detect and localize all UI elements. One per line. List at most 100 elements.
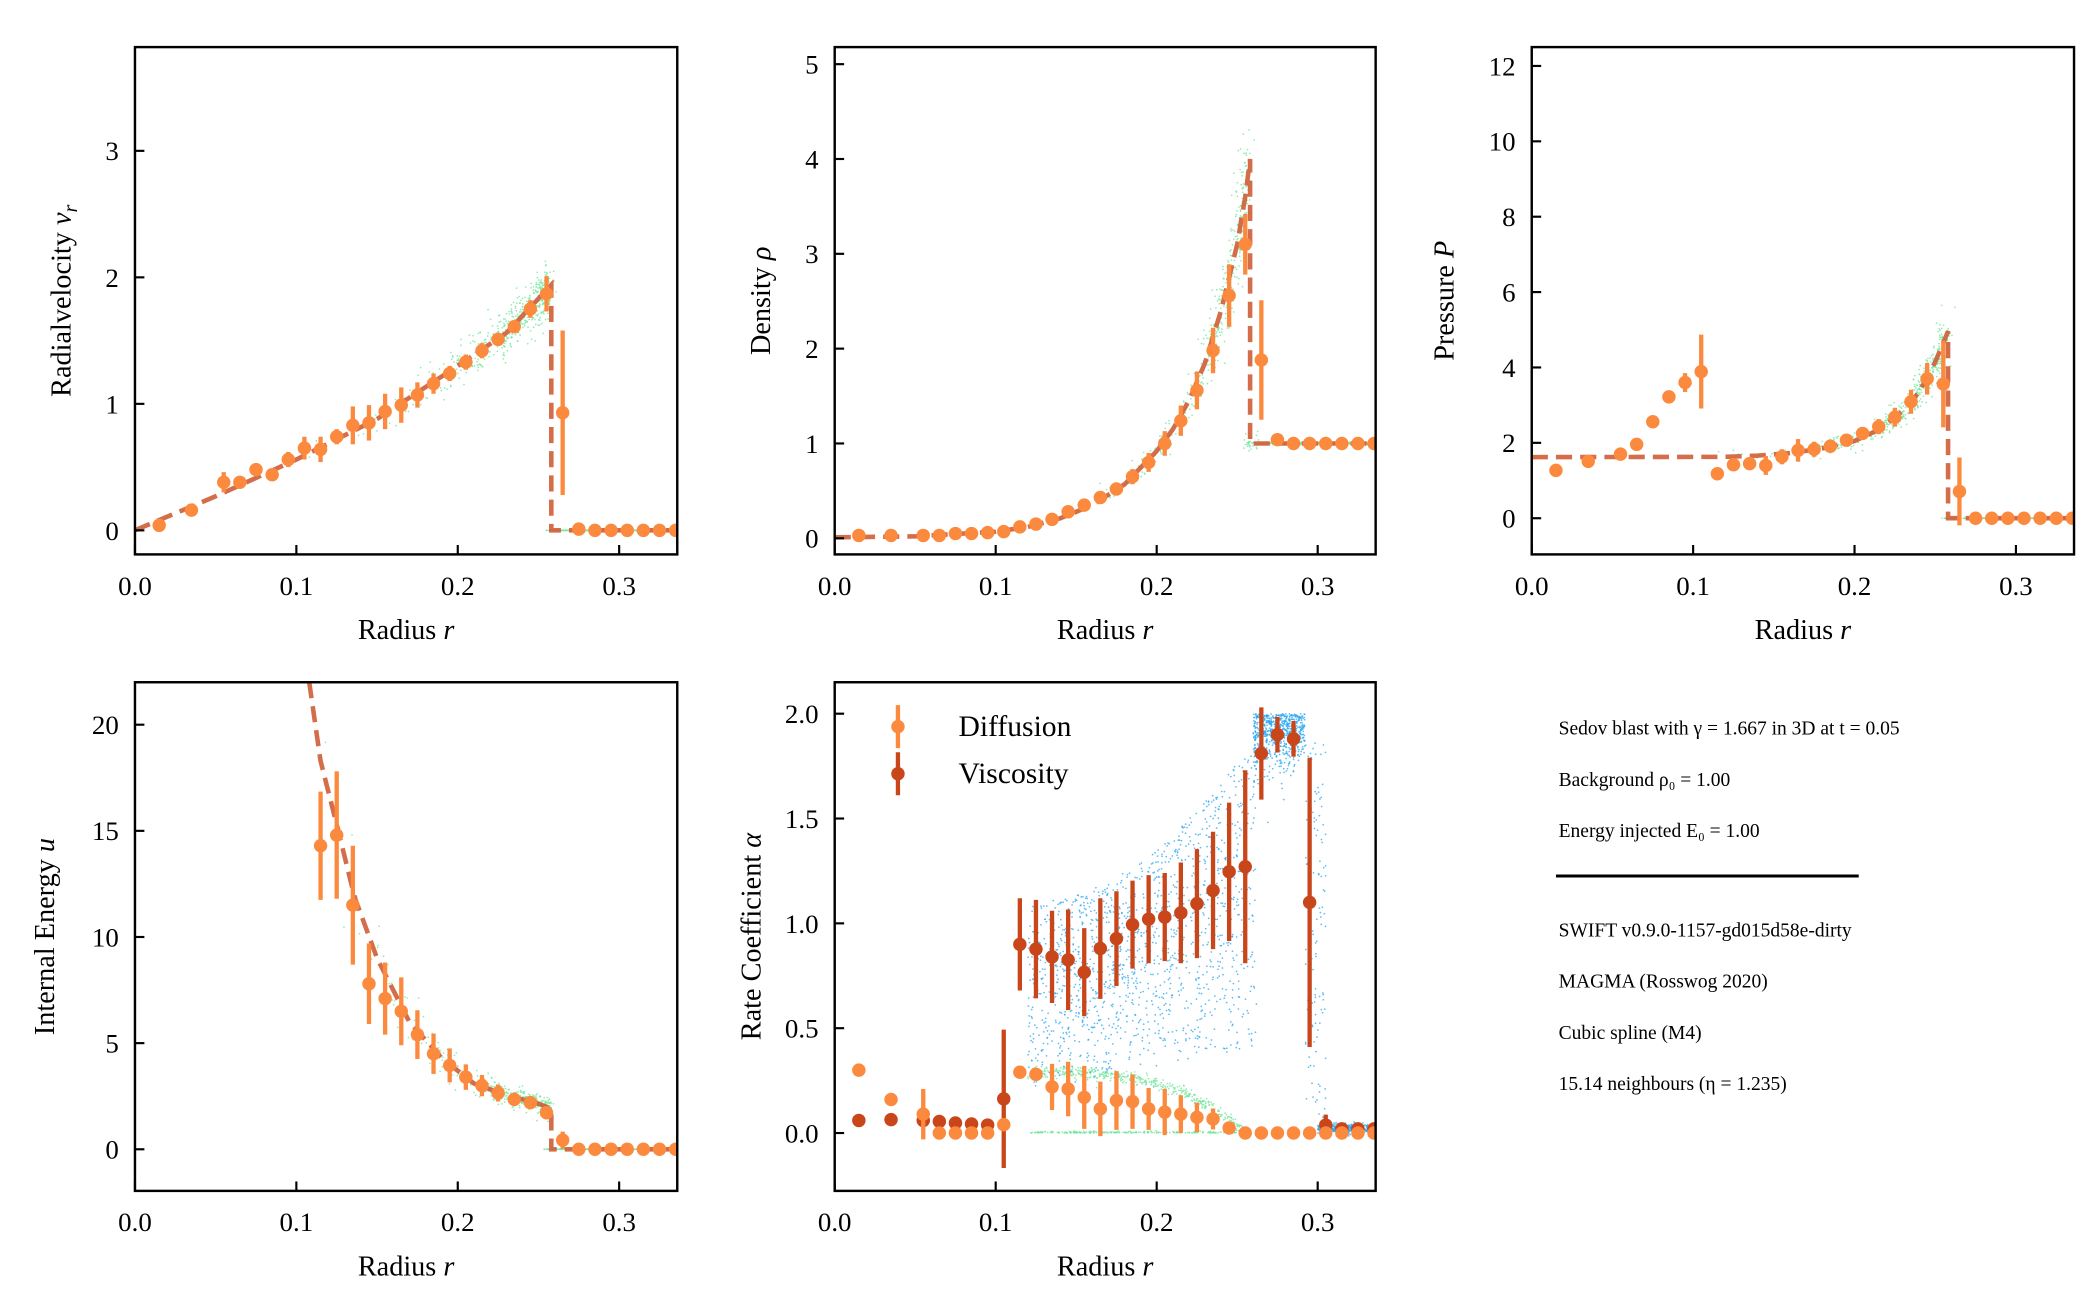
particle-point	[1242, 171, 1245, 173]
x-tick-label: 0.0	[118, 1207, 152, 1237]
particle-point	[1917, 380, 1920, 382]
particle-point	[513, 1109, 515, 1112]
particle-point	[1112, 495, 1115, 497]
particle-point	[1933, 345, 1936, 348]
particle-point	[446, 388, 449, 391]
particle-point	[540, 1100, 543, 1103]
particle-point	[545, 529, 548, 532]
particle-point	[2030, 517, 2033, 520]
particle-point	[374, 414, 377, 416]
particle-point	[1135, 1131, 1138, 1134]
particle-point	[503, 1101, 506, 1103]
data-point	[1286, 436, 1301, 451]
particle-point	[1936, 367, 1939, 370]
particle-point	[1886, 423, 1889, 426]
particle-point	[1162, 1084, 1165, 1086]
particle-point	[1167, 978, 1170, 981]
particle-point	[526, 316, 529, 319]
particle-point	[1060, 954, 1062, 957]
particle-point	[1044, 1067, 1046, 1070]
particle-point	[1214, 295, 1216, 298]
particle-point	[1149, 450, 1152, 452]
particle-point	[506, 349, 509, 352]
particle-point	[1236, 821, 1239, 823]
x-tick-label: 0.3	[602, 1207, 636, 1237]
particle-point	[502, 318, 505, 320]
particle-point	[539, 287, 542, 290]
particle-point	[511, 333, 514, 335]
particle-point	[480, 363, 482, 366]
particle-point	[1205, 821, 1208, 823]
particle-point	[1185, 1000, 1188, 1003]
particle-point	[1058, 1022, 1060, 1025]
particle-point	[1215, 288, 1218, 291]
particle-point	[1234, 215, 1237, 218]
data-point	[459, 355, 473, 369]
particle-point	[1885, 421, 1888, 424]
particle-point	[413, 1019, 416, 1022]
particle-point	[1123, 915, 1126, 917]
particle-point	[1195, 1098, 1198, 1100]
data-point	[572, 1142, 586, 1157]
data-point	[1936, 377, 1951, 391]
particle-point	[1142, 1081, 1145, 1084]
particle-point	[1886, 429, 1888, 431]
particle-point	[498, 1082, 500, 1085]
data-point	[281, 452, 296, 467]
data-point	[2001, 511, 2015, 525]
data-point	[1013, 520, 1027, 534]
particle-point	[1941, 336, 1944, 339]
particle-point	[1034, 1085, 1037, 1087]
particle-point	[1930, 354, 1933, 357]
particle-point	[409, 389, 411, 392]
x-axis-label: Radius r	[358, 1252, 456, 1283]
particle-point	[1216, 335, 1219, 338]
data-point	[1109, 482, 1124, 496]
particle-point	[1124, 1076, 1126, 1079]
particle-point	[521, 323, 524, 325]
particle-point	[1046, 1131, 1049, 1134]
particle-point	[1164, 422, 1167, 424]
particle-point	[453, 360, 455, 363]
data-point	[588, 523, 602, 538]
particle-point	[1090, 1068, 1093, 1071]
particle-point	[1164, 970, 1166, 973]
data-point	[1855, 426, 1870, 441]
particle-point	[1080, 1073, 1082, 1076]
particle-point	[523, 323, 526, 325]
particle-point	[1241, 191, 1244, 194]
particle-point	[1925, 359, 1927, 361]
particle-point	[1231, 933, 1234, 936]
data-point	[1093, 490, 1108, 505]
particle-point	[1203, 329, 1205, 331]
particle-point	[492, 353, 495, 356]
particle-point	[1158, 1089, 1160, 1092]
particle-point	[1091, 1070, 1093, 1073]
particle-point	[1030, 1132, 1033, 1134]
data-point	[668, 523, 678, 538]
particle-point	[1850, 448, 1852, 451]
particle-point	[1093, 1071, 1095, 1073]
particle-point	[1230, 194, 1233, 197]
particle-point	[497, 327, 500, 330]
particle-point	[388, 422, 391, 425]
particle-point	[1204, 1101, 1207, 1103]
particle-point	[1239, 148, 1242, 150]
particle-point	[498, 321, 500, 323]
particle-point	[1171, 1093, 1173, 1096]
particle-point	[1168, 977, 1171, 980]
particle-point	[503, 1098, 506, 1100]
data-point	[1823, 439, 1838, 453]
particle-point	[1041, 1070, 1044, 1073]
particle-point	[515, 287, 518, 289]
particle-point	[1937, 330, 1940, 333]
particle-point	[1107, 1052, 1110, 1054]
particle-point	[1070, 995, 1072, 997]
data-point	[1678, 375, 1692, 390]
particle-point	[429, 361, 432, 363]
particle-point	[1140, 475, 1142, 478]
particle-point	[1228, 1115, 1230, 1118]
x-axis-label-symbol: r	[443, 615, 455, 646]
particle-point	[1238, 765, 1241, 768]
particle-point	[1212, 1130, 1215, 1133]
